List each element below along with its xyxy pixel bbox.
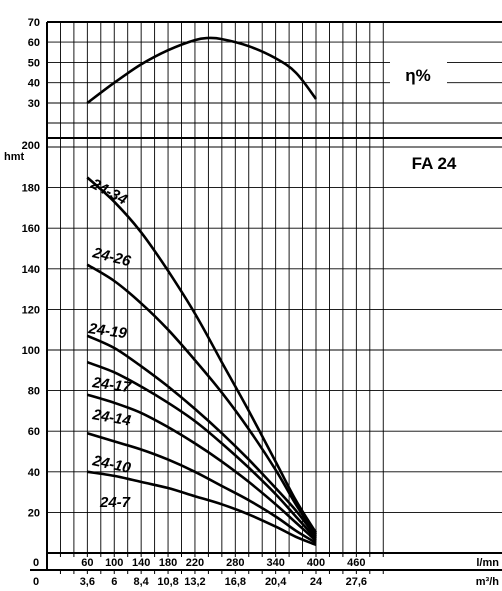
x-tick-label-m3h: 0	[33, 576, 39, 588]
efficiency-label: η%	[405, 66, 431, 85]
curve-24-19	[86, 334, 318, 538]
x-zero-label: 0	[33, 557, 39, 569]
x-tick-label-lmn: 400	[307, 557, 325, 569]
head-tick-label: 100	[22, 345, 40, 357]
model-label: FA 24	[412, 154, 457, 173]
head-tick-label: 20	[28, 507, 40, 519]
x-tick-label-m3h: 13,2	[184, 576, 205, 588]
head-tick-label: 160	[22, 223, 40, 235]
eff-tick-label: 70	[28, 17, 40, 29]
curve-label-24-14: 24-14	[90, 406, 132, 430]
eff-tick-label: 40	[28, 78, 40, 90]
head-tick-label: 80	[28, 386, 40, 398]
x-tick-label-m3h: 27,6	[346, 576, 367, 588]
curve-label-24-19: 24-19	[86, 320, 128, 342]
x-tick-label-lmn: 340	[266, 557, 284, 569]
x-tick-label-lmn: 140	[132, 557, 150, 569]
curve-24-17	[86, 360, 317, 540]
x-tick-label-lmn: 460	[347, 557, 365, 569]
head-tick-label: 120	[22, 304, 40, 316]
curve-label-24-7: 24-7	[99, 494, 131, 511]
head-tick-label: 40	[28, 467, 40, 479]
x-tick-label-lmn: 220	[186, 557, 204, 569]
curve-label-24-34: 24-34	[87, 175, 130, 209]
x-unit-m3h: m³/h	[476, 576, 500, 588]
curve-24-7	[87, 470, 317, 547]
model-label-bg	[397, 150, 471, 175]
eff-tick-label: 30	[28, 98, 40, 110]
chart-grid	[47, 21, 502, 553]
curve-24-10	[86, 431, 317, 545]
eff-tick-label: 60	[28, 37, 40, 49]
x-tick-label-lmn: 280	[226, 557, 244, 569]
x-tick-label-m3h: 8,4	[134, 576, 150, 588]
x-tick-label-m3h: 3,6	[80, 576, 95, 588]
x-tick-label-lmn: 60	[81, 557, 93, 569]
x-tick-label-m3h: 16,8	[225, 576, 246, 588]
x-tick-label-lmn: 100	[105, 557, 123, 569]
x-tick-label-lmn: 180	[159, 557, 177, 569]
head-tick-label: 200	[22, 140, 40, 152]
x-tick-label-m3h: 10,8	[157, 576, 178, 588]
head-tick-label: 60	[28, 426, 40, 438]
eff-tick-label: 50	[28, 57, 40, 69]
efficiency-curve	[86, 36, 318, 105]
x-unit-lmn: l/mn	[476, 557, 499, 569]
x-tick-label-m3h: 20,4	[265, 576, 287, 588]
curve-label-24-17: 24-17	[90, 374, 132, 396]
curve-24-26	[86, 263, 318, 536]
chart-curves	[86, 36, 318, 547]
curve-24-14	[86, 393, 317, 542]
head-tick-label: 140	[22, 264, 40, 276]
head-tick-label: 180	[22, 183, 40, 195]
efficiency-label-bg	[390, 62, 447, 86]
x-tick-label-m3h: 24	[310, 576, 323, 588]
y-unit-label: hmt	[4, 151, 25, 163]
curve-24-34	[86, 176, 318, 534]
curve-label-24-26: 24-26	[90, 244, 133, 270]
chart-frame	[30, 21, 502, 574]
x-tick-label-m3h: 6	[111, 576, 117, 588]
